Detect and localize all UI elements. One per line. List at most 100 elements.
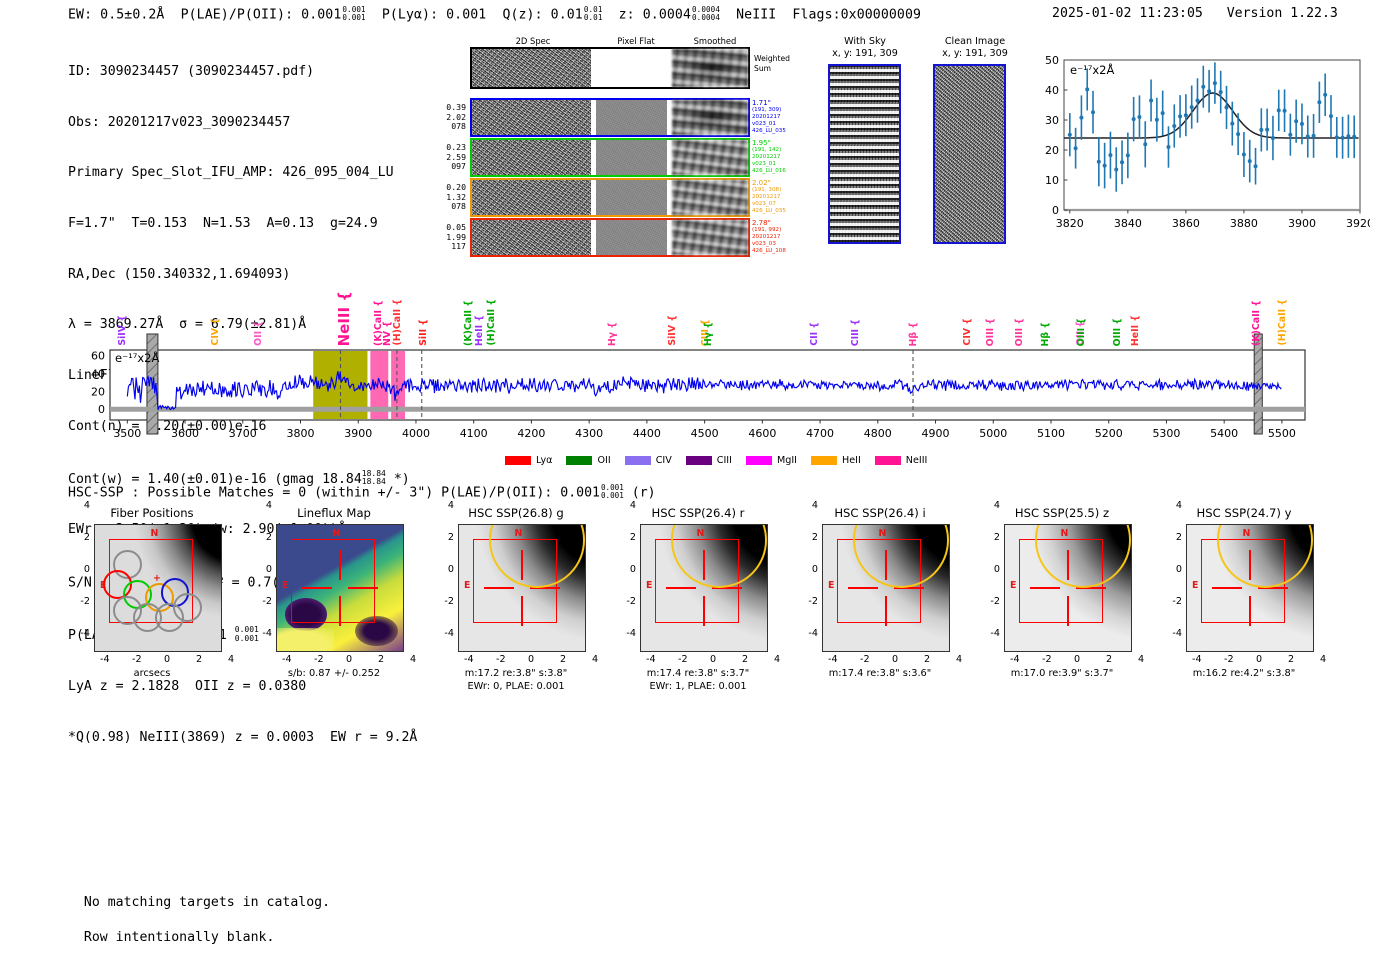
hsc-ytick: -2 xyxy=(626,596,636,607)
crosshair-arm xyxy=(339,550,341,581)
hsc-ytick: 2 xyxy=(447,532,454,543)
hsc-header-text: HSC-SSP : Possible Matches = 0 (within +… xyxy=(68,485,600,501)
spectral-line-label: (H)CaII { xyxy=(392,299,404,346)
crosshair-arm xyxy=(711,587,742,589)
info-lambda-sigma: λ = 3869.27Å σ = 6.79(±2.81)Å xyxy=(68,317,307,333)
hsc-ytick: 0 xyxy=(83,564,90,575)
hsc-xtick: -4 xyxy=(646,654,656,665)
absorption-band xyxy=(370,351,389,419)
spectrum-xtick: 3600 xyxy=(171,427,199,440)
hsc-ytick: 2 xyxy=(1175,532,1182,543)
compass-north-label: N xyxy=(332,527,341,539)
hsc-panel-caption: m:17.0 re:3.9" s:3.7" xyxy=(972,668,1152,681)
spectral-line-label: Hγ { xyxy=(702,321,714,346)
hsc-xtick: 4 xyxy=(956,654,963,665)
footer-line-1: No matching targets in catalog. xyxy=(83,894,331,910)
fiber-metadata: 2.78" (191, 992) 20201217 v023_03 426_LU_108 xyxy=(752,219,786,255)
linefit-ytick: 20 xyxy=(1045,144,1059,157)
hsc-ytick: 0 xyxy=(993,564,1000,575)
spectrum-xtick: 4800 xyxy=(864,427,892,440)
legend-label: CIII xyxy=(716,455,732,466)
hsc-ytick: 2 xyxy=(265,532,272,543)
hsc-panel-image[interactable]: N E + xyxy=(94,524,222,652)
fiber-row[interactable] xyxy=(470,138,750,177)
linefit-xtick: 3880 xyxy=(1230,217,1258,230)
hsc-caption-line-2: EWr: 1, PLAE: 0.001 xyxy=(649,680,747,692)
fiber-row[interactable] xyxy=(470,98,750,137)
legend-label: HeII xyxy=(842,455,861,466)
spectrum-xtick: 4000 xyxy=(402,427,430,440)
spectrum-xtick: 5200 xyxy=(1095,427,1123,440)
spectral-line-label: (H)CaII { xyxy=(486,299,497,346)
hsc-ytick: 4 xyxy=(265,500,272,511)
cleanimage-cutout[interactable] xyxy=(933,64,1006,244)
hsc-ytick: 0 xyxy=(447,564,454,575)
hsc-xtick: 0 xyxy=(164,654,171,665)
linefit-ytick: 40 xyxy=(1045,84,1059,97)
hsc-ytick: 0 xyxy=(265,564,272,575)
legend-label: OII xyxy=(597,455,611,466)
crosshair-arm xyxy=(521,595,523,626)
fiber-weights: 0.20 1.32 078 xyxy=(446,182,466,212)
weighted-sum-row xyxy=(470,47,750,89)
legend-label: NeIII xyxy=(905,455,928,466)
full-spectrum-chart: 0 20 40 60 3500 3600 3700 3800 3900 4000 4100 4200 4… xyxy=(60,272,1350,452)
crosshair-arm xyxy=(347,587,378,589)
spectrum-xtick: 4400 xyxy=(633,427,661,440)
legend-swatch xyxy=(685,456,712,465)
hsc-caption-line-2: EWr: 0, PLAE: 0.001 xyxy=(467,680,565,692)
hsc-caption-line-1: m:17.0 re:3.9" s:3.7" xyxy=(1010,668,1114,679)
cleanimage-title: Clean Image x, y: 191, 309 xyxy=(942,36,1008,59)
linefit-ytick: 10 xyxy=(1045,174,1059,187)
spectrum-xtick: 4100 xyxy=(460,427,488,440)
spectrum-xtick: 5000 xyxy=(979,427,1007,440)
header-plae-poii-range: 0.001 0.001 xyxy=(342,5,366,22)
hsc-ytick: 4 xyxy=(1175,500,1182,511)
spectral-line-label: HeII { xyxy=(474,314,486,346)
legend-label: MgII xyxy=(776,455,797,466)
hsc-xtick: -4 xyxy=(1010,654,1020,665)
spectrum-xtick: 5400 xyxy=(1210,427,1238,440)
spectral-line-label: (K)CaII { xyxy=(1250,300,1262,346)
hsc-panel-title: HSC SSP(26.4) r xyxy=(651,506,745,520)
hsc-panel-caption: s/b: 0.87 +/- 0.252 xyxy=(244,668,424,681)
withsky-cutout[interactable] xyxy=(828,64,901,244)
hsc-ytick: 4 xyxy=(993,500,1000,511)
hsc-xtick: -4 xyxy=(828,654,838,665)
spectral-line-label: CII { xyxy=(809,322,821,346)
hsc-ytick: 2 xyxy=(83,532,90,543)
spectral-line-label: NeIII { xyxy=(335,290,354,346)
fiber-weights: 0.23 2.59 097 xyxy=(446,142,466,172)
compass-east-label: E xyxy=(1010,580,1017,592)
hsc-panel-title: Fiber Positions xyxy=(110,506,194,520)
spectrum-xtick: 4500 xyxy=(691,427,719,440)
fiber-circle[interactable] xyxy=(173,593,203,622)
compass-north-label: N xyxy=(150,527,159,539)
hsc-panel-title: HSC SSP(26.8) g xyxy=(468,506,564,520)
crosshair-arm xyxy=(1249,595,1251,626)
hsc-xtick: -4 xyxy=(1192,654,1202,665)
hsc-xtick: -2 xyxy=(314,654,324,665)
hsc-xtick: 4 xyxy=(592,654,599,665)
legend-swatch xyxy=(505,456,531,465)
compass-east-label: E xyxy=(464,580,471,592)
hsc-xtick: 4 xyxy=(1138,654,1145,665)
hsc-ytick: -2 xyxy=(444,596,454,607)
hsc-xtick: 2 xyxy=(378,654,385,665)
hsc-xtick: -2 xyxy=(678,654,688,665)
hsc-caption-line-1: arcsecs xyxy=(133,668,171,679)
spectrum-xtick: 5300 xyxy=(1152,427,1180,440)
fiber-row[interactable] xyxy=(470,218,750,257)
hsc-xtick: 0 xyxy=(346,654,353,665)
linefit-datapoints xyxy=(1067,62,1357,192)
hsc-xtick: -2 xyxy=(496,654,506,665)
fiber-row[interactable] xyxy=(470,178,750,217)
info-gmag-range: 18.84 18.84 xyxy=(361,468,386,486)
hsc-ytick: 4 xyxy=(811,500,818,511)
